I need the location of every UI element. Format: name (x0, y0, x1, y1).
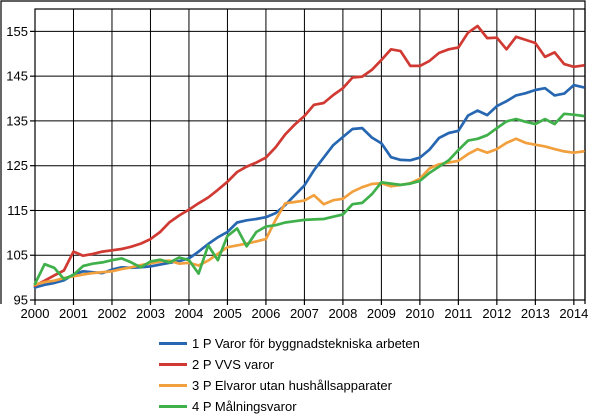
legend: 1 P Varor för byggnadstekniska arbeten 2 … (159, 333, 420, 417)
series-line-4 (33, 112, 585, 286)
x-axis-label: 2006 (251, 306, 280, 321)
x-axis-label: 2013 (521, 306, 550, 321)
legend-label-4: 4 P Målningsvaror (192, 399, 297, 414)
y-axis-label: 95 (14, 293, 28, 308)
legend-item-3: 3 P Elvaror utan hushållsapparater (159, 375, 420, 396)
legend-line-swatch-4 (159, 405, 187, 408)
x-axis-label: 2005 (213, 306, 242, 321)
y-axis-label: 145 (6, 69, 28, 84)
y-axis-label: 155 (6, 24, 28, 39)
x-axis-label: 2000 (21, 306, 50, 321)
x-axis-label: 2003 (136, 306, 165, 321)
y-axis-label: 115 (7, 203, 28, 218)
x-axis-label: 2002 (98, 306, 127, 321)
y-axis-label: 135 (6, 113, 28, 128)
x-axis-label: 2012 (482, 306, 511, 321)
x-axis-label: 2009 (367, 306, 396, 321)
legend-item-1: 1 P Varor för byggnadstekniska arbeten (159, 333, 420, 354)
y-axis-label: 125 (6, 158, 28, 173)
legend-label-2: 2 P VVS varor (192, 357, 275, 372)
x-axis-label: 2007 (290, 306, 319, 321)
series-line-1 (33, 83, 585, 289)
series-line-2 (33, 24, 585, 288)
outer-border (0, 0, 586, 304)
x-axis-label: 2010 (405, 306, 434, 321)
plot-frame (34, 8, 586, 301)
legend-line-swatch-1 (159, 342, 187, 345)
x-axis-label: 2001 (59, 306, 88, 321)
x-axis-label: 2004 (174, 306, 203, 321)
x-axis-label: 2011 (444, 306, 472, 321)
legend-line-swatch-2 (159, 363, 187, 366)
legend-item-4: 4 P Målningsvaror (159, 396, 420, 417)
legend-label-1: 1 P Varor för byggnadstekniska arbeten (192, 336, 420, 351)
legend-line-swatch-3 (159, 384, 187, 387)
legend-item-2: 2 P VVS varor (159, 354, 420, 375)
series-line-3 (33, 137, 585, 287)
legend-label-3: 3 P Elvaror utan hushållsapparater (192, 378, 392, 393)
x-axis-label: 2014 (559, 306, 588, 321)
x-axis-label: 2008 (328, 306, 357, 321)
y-axis-label: 105 (6, 248, 28, 263)
